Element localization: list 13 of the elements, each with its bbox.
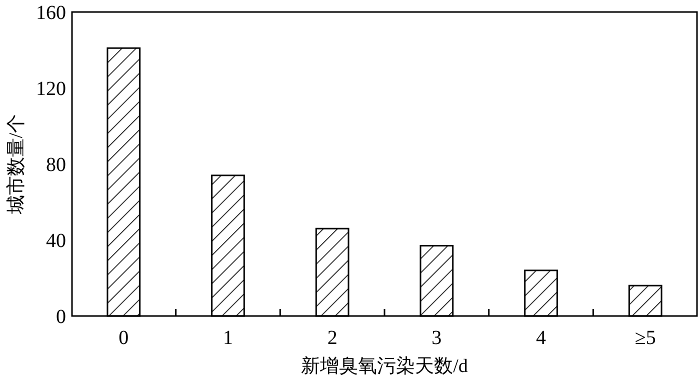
y-tick-label: 120: [36, 78, 66, 100]
x-tick-label: 2: [327, 327, 338, 349]
y-axis-title: 城市数量/个: [5, 114, 27, 216]
x-tick-label: ≥5: [634, 327, 656, 349]
x-tick-label: 3: [432, 327, 442, 349]
x-tick-label: 1: [222, 327, 233, 349]
y-tick-label: 0: [56, 306, 66, 328]
y-tick-label: 80: [46, 154, 66, 176]
y-tick-label: 40: [46, 230, 66, 252]
x-axis-title: 新增臭氧污染天数/d: [301, 355, 468, 377]
x-tick-label: 4: [536, 327, 546, 349]
y-tick-label: 160: [36, 2, 66, 24]
x-tick-label: 0: [118, 327, 129, 349]
